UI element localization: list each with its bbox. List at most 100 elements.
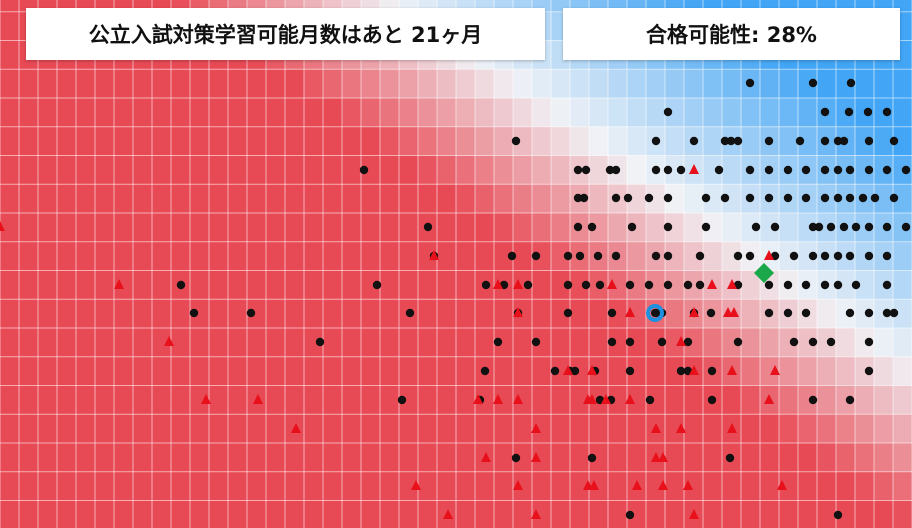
- heat-cell: [38, 385, 58, 415]
- heat-cell: [247, 213, 267, 243]
- heat-cell: [817, 213, 837, 243]
- heat-cell: [570, 500, 590, 528]
- heat-cell: [893, 356, 912, 386]
- heat-cell: [209, 328, 229, 358]
- heat-cell: [741, 213, 761, 243]
- heat-cell: [266, 299, 286, 329]
- black-dot: [845, 193, 855, 203]
- heat-cell: [228, 270, 248, 300]
- heat-cell: [380, 98, 400, 128]
- heat-cell: [665, 385, 685, 415]
- heat-cell: [380, 155, 400, 185]
- heat-cell: [646, 356, 666, 386]
- heat-cell: [209, 299, 229, 329]
- heat-cell: [209, 155, 229, 185]
- heat-cell: [247, 500, 267, 528]
- heat-cell: [190, 241, 210, 271]
- heat-cell: [361, 98, 381, 128]
- heat-cell: [874, 328, 894, 358]
- heat-cell: [551, 328, 571, 358]
- heat-cell: [532, 155, 552, 185]
- heat-cell: [228, 443, 248, 473]
- heat-cell: [323, 69, 343, 99]
- heat-cell: [551, 270, 571, 300]
- heat-cell: [95, 184, 115, 214]
- heat-cell: [171, 155, 191, 185]
- black-dot: [507, 251, 517, 261]
- heat-cell: [228, 471, 248, 501]
- heat-cell: [855, 471, 875, 501]
- heat-cell: [361, 213, 381, 243]
- red-triangle: [689, 307, 699, 317]
- heat-cell: [418, 184, 438, 214]
- heat-cell: [342, 213, 362, 243]
- black-dot: [833, 251, 843, 261]
- heat-cell: [798, 69, 818, 99]
- red-triangle: [563, 365, 573, 375]
- heat-cell: [0, 40, 20, 70]
- heat-cell: [38, 184, 58, 214]
- heat-cell: [114, 69, 134, 99]
- heat-cell: [437, 213, 457, 243]
- heat-cell: [513, 328, 533, 358]
- black-dot: [808, 251, 818, 261]
- black-dot: [573, 165, 583, 175]
- heat-cell: [190, 69, 210, 99]
- heat-cell: [589, 213, 609, 243]
- heat-cell: [855, 385, 875, 415]
- heat-cell: [437, 356, 457, 386]
- heat-cell: [57, 98, 77, 128]
- heat-cell: [0, 500, 20, 528]
- black-dot: [676, 366, 686, 376]
- heat-cell: [494, 299, 514, 329]
- heat-cell: [646, 184, 666, 214]
- heat-cell: [836, 241, 856, 271]
- heat-cell: [494, 385, 514, 415]
- heat-cell: [228, 241, 248, 271]
- heat-cell: [779, 69, 799, 99]
- red-triangle: [253, 394, 263, 404]
- heat-cell: [437, 126, 457, 156]
- heat-cell: [152, 299, 172, 329]
- heat-cell: [703, 500, 723, 528]
- heat-cell: [171, 328, 191, 358]
- heat-cell: [722, 98, 742, 128]
- heat-cell: [646, 213, 666, 243]
- heat-cell: [342, 126, 362, 156]
- heat-cell: [475, 385, 495, 415]
- heat-cell: [247, 126, 267, 156]
- heat-cell: [608, 500, 628, 528]
- red-triangle: [493, 394, 503, 404]
- heat-cell: [684, 270, 704, 300]
- heat-cell: [418, 356, 438, 386]
- heat-cell: [266, 155, 286, 185]
- heat-cell: [133, 471, 153, 501]
- red-triangle: [513, 394, 523, 404]
- black-dot: [644, 193, 654, 203]
- heat-cell: [361, 299, 381, 329]
- heat-cell: [570, 471, 590, 501]
- heat-cell: [76, 414, 96, 444]
- black-dot: [405, 308, 415, 318]
- heat-cell: [380, 414, 400, 444]
- heat-cell: [475, 414, 495, 444]
- heat-cell: [114, 241, 134, 271]
- heat-cell: [285, 443, 305, 473]
- heat-cell: [475, 299, 495, 329]
- heat-cell: [836, 270, 856, 300]
- heat-cell: [513, 385, 533, 415]
- heat-cell: [38, 98, 58, 128]
- heat-cell: [703, 69, 723, 99]
- black-dot: [808, 395, 818, 405]
- heat-cell: [703, 471, 723, 501]
- black-dot: [863, 107, 873, 117]
- heat-cell: [19, 155, 39, 185]
- heat-cell: [608, 270, 628, 300]
- heat-cell: [817, 414, 837, 444]
- black-dot: [733, 251, 743, 261]
- heat-cell: [684, 69, 704, 99]
- heat-cell: [893, 385, 912, 415]
- heat-cell: [532, 184, 552, 214]
- heat-cell: [133, 500, 153, 528]
